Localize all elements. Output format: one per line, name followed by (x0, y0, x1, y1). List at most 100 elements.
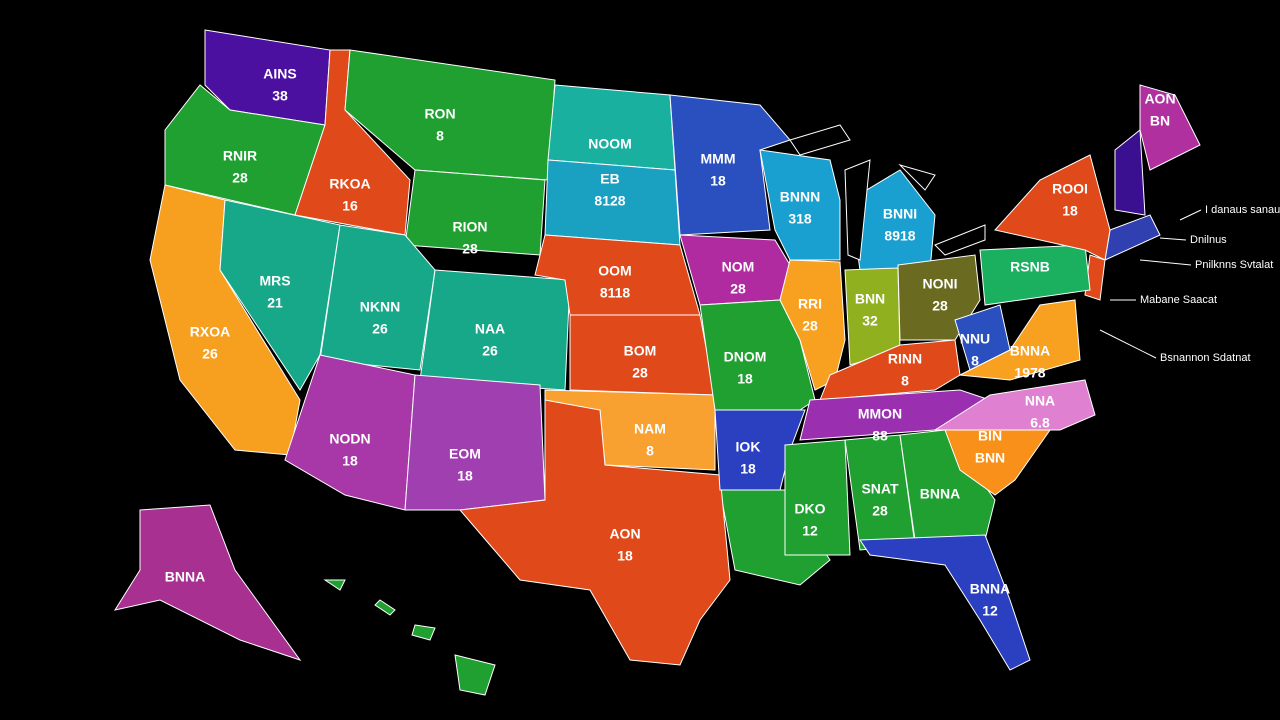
region (459, 399, 731, 666)
region-value: 16 (342, 198, 358, 214)
region-label: NOOM (588, 136, 632, 152)
island (374, 599, 396, 616)
region-label: NKNN (360, 299, 400, 315)
region-shape (1114, 129, 1146, 216)
leader-line (1139, 259, 1192, 266)
region-value: BN (1150, 113, 1170, 129)
region-value: 8 (901, 373, 909, 389)
region-label: BIN (978, 428, 1002, 444)
region (547, 84, 676, 171)
annotation: I danaus sanaull (1205, 204, 1280, 216)
region-value: 28 (462, 241, 478, 257)
lake (898, 163, 936, 191)
region-label: RINN (888, 351, 922, 367)
island (323, 579, 346, 591)
region-label: AINS (263, 66, 296, 82)
region-value: 8118 (600, 285, 631, 301)
region-label: BNNN (780, 189, 820, 205)
region-value: 8 (971, 353, 979, 369)
region-value: 21 (267, 295, 283, 311)
region-label: NONI (923, 276, 958, 292)
region-label: RION (453, 219, 488, 235)
annotation: Bsnannon Sdatnat (1160, 352, 1251, 364)
leader-line (1099, 329, 1157, 359)
lake (789, 124, 851, 156)
region-label: NODN (329, 431, 370, 447)
region-label: BNNA (1010, 343, 1050, 359)
region-value: 12 (802, 523, 818, 539)
annotation: Pnilknns Svtalat (1195, 259, 1273, 271)
region-label: DKO (794, 501, 825, 517)
region-value: BNN (975, 450, 1005, 466)
region-value: 28 (632, 365, 648, 381)
region (404, 374, 546, 511)
region-value: 88 (872, 428, 888, 444)
region-value: 1978 (1014, 365, 1045, 381)
region (1139, 84, 1201, 171)
region (859, 534, 1031, 671)
region-value: 8 (436, 128, 444, 144)
region (779, 259, 846, 391)
region-label: RSNB (1010, 259, 1050, 275)
region-label: MMM (701, 151, 736, 167)
region-value: 318 (788, 211, 812, 227)
region-label: BOM (624, 343, 657, 359)
annotation: Dnilnus (1190, 234, 1227, 246)
region (759, 149, 841, 261)
region-label: EB (600, 171, 619, 187)
region-value: 18 (457, 468, 473, 484)
region-value: 6.8 (1030, 415, 1050, 431)
region-label: BNNA (920, 486, 960, 502)
region (113, 504, 302, 661)
region-value: 18 (1062, 203, 1078, 219)
lake (844, 159, 871, 261)
region (899, 429, 996, 541)
region-label: BNN (855, 291, 885, 307)
region-label: BNNA (165, 569, 205, 585)
region-label: AON (1144, 91, 1175, 107)
region (419, 269, 571, 391)
region (979, 244, 1091, 306)
region-label: ROOI (1052, 181, 1088, 197)
region-value: 8 (646, 443, 654, 459)
leader-line (1179, 209, 1202, 221)
region-value: 8918 (884, 228, 915, 244)
region-label: NOM (722, 259, 755, 275)
region-label: NNA (1025, 393, 1055, 409)
region-value: 28 (872, 503, 888, 519)
region-label: RON (424, 106, 455, 122)
region (994, 154, 1111, 261)
region-value: 12 (982, 603, 998, 619)
region-label: SNAT (861, 481, 899, 497)
region-value: 28 (730, 281, 746, 297)
region-value: 18 (740, 461, 756, 477)
region-label: MMON (858, 406, 902, 422)
leader-line (1159, 237, 1187, 241)
region-label: BNNA (970, 581, 1010, 597)
region-value: 18 (737, 371, 753, 387)
region-value: 26 (482, 343, 498, 359)
region (784, 439, 851, 556)
region-label: EOM (449, 446, 481, 462)
region-label: IOK (736, 439, 761, 455)
region-value: 32 (862, 313, 878, 329)
region-label: NNU (960, 331, 990, 347)
region-value: 28 (232, 170, 248, 186)
region-label: RXOA (190, 324, 230, 340)
region-label: RKOA (329, 176, 370, 192)
annotation: Mabane Saacat (1140, 294, 1217, 306)
region (219, 199, 341, 391)
region-value: 26 (202, 346, 218, 362)
region-label: NAA (475, 321, 505, 337)
region (284, 354, 416, 511)
region-label: BNNI (883, 206, 917, 222)
region-value: 28 (932, 298, 948, 314)
region-value: 8128 (594, 193, 625, 209)
region-label: MRS (259, 273, 290, 289)
region (319, 224, 436, 371)
region-value: 28 (802, 318, 818, 334)
lake (934, 224, 986, 256)
region-value: 18 (617, 548, 633, 564)
region-value: 18 (710, 173, 726, 189)
